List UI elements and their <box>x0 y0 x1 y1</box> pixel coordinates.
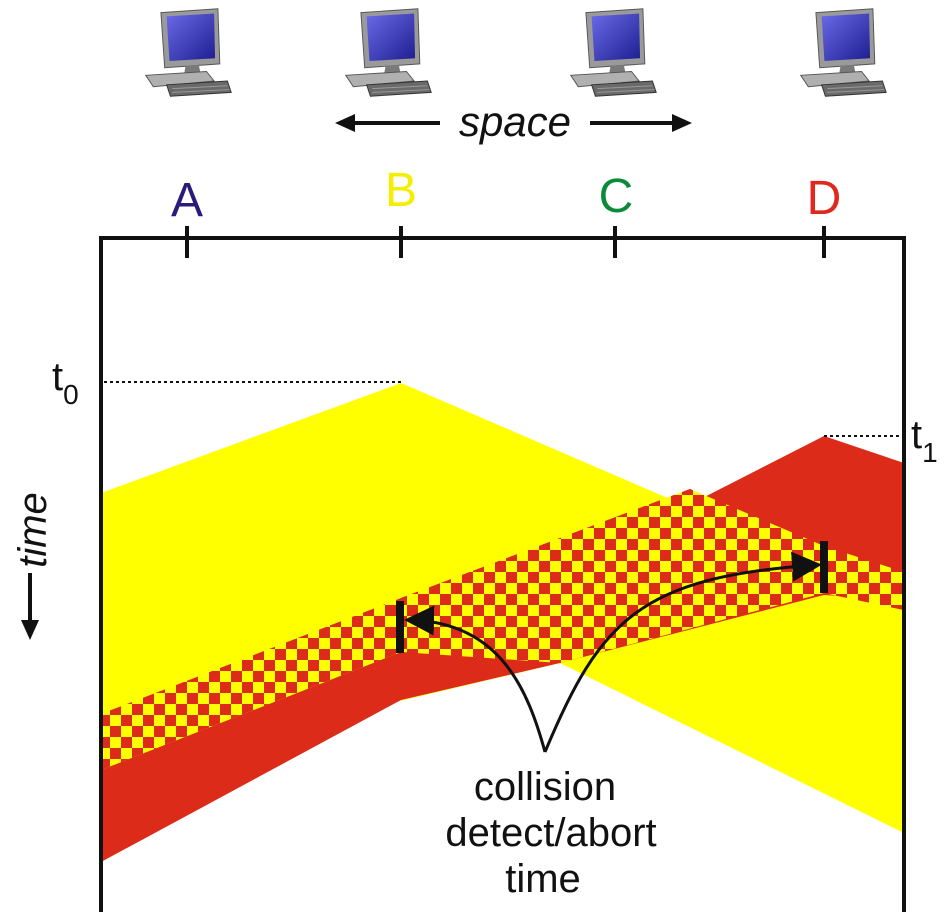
computer-row <box>145 8 887 97</box>
time-axis: time <box>11 492 55 640</box>
signal-regions <box>101 383 904 862</box>
svg-text:t0: t0 <box>52 355 79 410</box>
computer-icon <box>800 8 887 97</box>
collision-overlap-region <box>401 489 904 663</box>
node-label-a: A <box>171 174 203 227</box>
annotation-line-2: detect/abort <box>445 811 656 855</box>
svg-text:t1: t1 <box>911 413 938 468</box>
timeline-frame <box>99 226 906 912</box>
collision-detect-bar-b <box>396 601 404 653</box>
t0-label: t <box>52 355 63 399</box>
time-label: time <box>11 492 55 568</box>
space-axis: space <box>335 98 692 145</box>
node-label-b: B <box>385 164 417 217</box>
arrow-to-b-detect <box>404 605 547 753</box>
node-label-c: C <box>599 170 634 223</box>
collision-markers <box>396 541 828 653</box>
collision-annotation: collision detect/abort time <box>445 765 656 901</box>
arrow-to-d-detect <box>543 551 822 753</box>
collision-detect-bar-d <box>820 541 828 593</box>
t1-subscript: 1 <box>922 437 938 468</box>
computer-icon <box>570 8 657 97</box>
t1-label: t <box>911 413 922 457</box>
time-markers: t0 t1 <box>52 355 938 468</box>
t0-subscript: 0 <box>63 379 79 410</box>
space-label: space <box>459 98 571 145</box>
computer-icon <box>345 8 432 97</box>
annotation-arrows <box>404 551 822 753</box>
annotation-line-1: collision <box>474 765 616 809</box>
annotation-line-3: time <box>505 857 581 901</box>
node-label-d: D <box>807 172 842 225</box>
arrow-down-icon <box>21 620 39 640</box>
arrow-left-icon <box>335 114 355 132</box>
arrow-right-icon <box>672 114 692 132</box>
computer-icon <box>145 8 232 97</box>
node-labels: A B C D <box>171 164 841 227</box>
